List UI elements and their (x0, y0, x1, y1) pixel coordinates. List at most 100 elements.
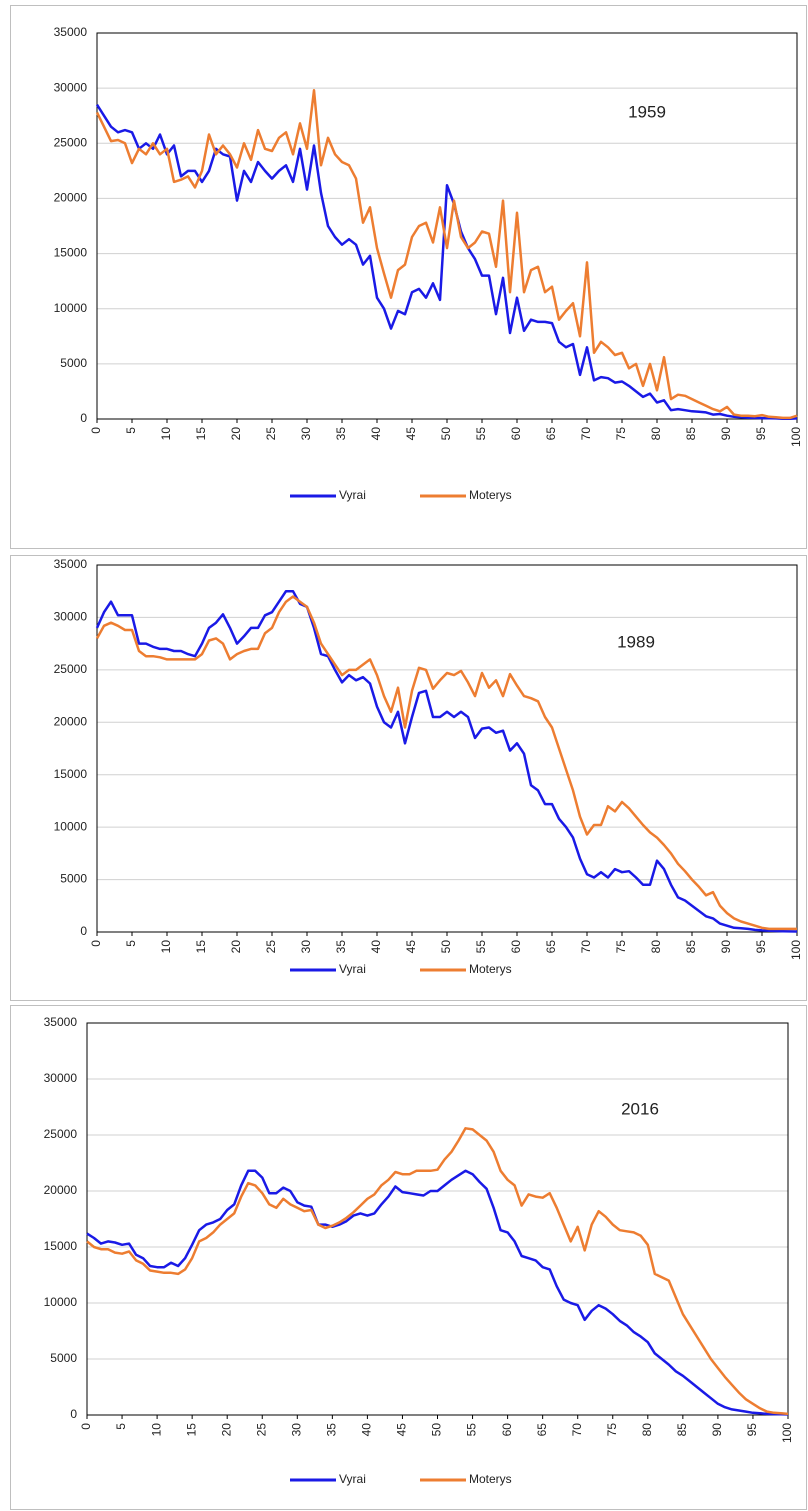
plot-area (96, 32, 798, 420)
x-tick-label: 75 (614, 940, 628, 954)
chart-frame (10, 5, 807, 549)
x-tick-label: 90 (710, 1423, 724, 1437)
legend-label: Vyrai (339, 1472, 366, 1486)
x-tick-label: 80 (649, 427, 663, 441)
x-tick-label: 75 (614, 427, 628, 441)
annotation: 1959 (628, 102, 666, 121)
legend-label: Moterys (469, 1472, 512, 1486)
x-tick-label: 70 (579, 940, 593, 954)
y-tick-label: 35000 (54, 25, 88, 39)
x-tick-label: 20 (229, 427, 243, 441)
x-tick-label: 75 (605, 1423, 619, 1437)
x-tick-label: 100 (789, 427, 803, 447)
x-tick-label: 10 (149, 1423, 163, 1437)
y-tick-label: 35000 (54, 557, 88, 571)
x-tick-label: 70 (570, 1423, 584, 1437)
x-tick-label: 85 (684, 427, 698, 441)
x-tick-label: 50 (439, 940, 453, 954)
x-tick-label: 10 (159, 940, 173, 954)
x-tick-label: 60 (500, 1423, 514, 1437)
legend-label: Moterys (469, 488, 512, 502)
x-tick-label: 30 (299, 940, 313, 954)
x-tick-label: 35 (334, 940, 348, 954)
x-tick-label: 100 (780, 1423, 794, 1443)
x-tick-label: 60 (509, 427, 523, 441)
plot-area (86, 1022, 789, 1416)
x-tick-label: 20 (219, 1423, 233, 1437)
x-tick-label: 20 (229, 940, 243, 954)
x-tick-label: 45 (395, 1423, 409, 1437)
x-tick-label: 10 (159, 427, 173, 441)
y-tick-label: 0 (80, 411, 87, 425)
x-tick-label: 55 (465, 1423, 479, 1437)
x-tick-label: 95 (745, 1423, 759, 1437)
x-tick-label: 50 (439, 427, 453, 441)
x-tick-label: 50 (430, 1423, 444, 1437)
x-tick-label: 55 (474, 427, 488, 441)
x-tick-label: 5 (114, 1423, 128, 1430)
x-tick-label: 90 (719, 940, 733, 954)
legend-label: Vyrai (339, 488, 366, 502)
x-tick-label: 65 (535, 1423, 549, 1437)
y-tick-label: 10000 (54, 819, 88, 833)
x-tick-label: 15 (194, 940, 208, 954)
x-tick-label: 40 (369, 427, 383, 441)
y-tick-label: 30000 (54, 80, 88, 94)
x-tick-label: 60 (509, 940, 523, 954)
x-tick-label: 80 (640, 1423, 654, 1437)
legend-label: Moterys (469, 962, 512, 976)
y-tick-label: 20000 (44, 1183, 78, 1197)
y-tick-label: 25000 (54, 662, 88, 676)
y-tick-label: 5000 (60, 872, 87, 886)
data-line (86, 1169, 789, 1416)
x-tick-label: 35 (334, 427, 348, 441)
x-tick-label: 45 (404, 427, 418, 441)
y-tick-label: 5000 (60, 356, 87, 370)
x-tick-label: 30 (289, 1423, 303, 1437)
x-tick-label: 0 (79, 1423, 93, 1430)
y-tick-label: 15000 (54, 246, 88, 260)
y-tick-label: 10000 (44, 1295, 78, 1309)
x-tick-label: 0 (89, 427, 103, 434)
legend-label: Vyrai (339, 962, 366, 976)
data-line (95, 104, 798, 421)
chart: 0 5000 10000 15000 20000 25000 30000 35000 0 5 10 1… (10, 5, 807, 549)
x-tick-label: 95 (754, 427, 768, 441)
x-tick-label: 0 (89, 940, 103, 947)
x-tick-label: 45 (404, 940, 418, 954)
x-tick-label: 25 (264, 940, 278, 954)
x-tick-label: 80 (649, 940, 663, 954)
x-tick-label: 85 (684, 940, 698, 954)
y-tick-label: 15000 (44, 1239, 78, 1253)
x-tick-label: 65 (544, 940, 558, 954)
y-tick-label: 0 (70, 1407, 77, 1421)
x-tick-label: 70 (579, 427, 593, 441)
x-tick-label: 5 (124, 427, 138, 434)
chart-frame (10, 555, 807, 1001)
x-tick-label: 30 (299, 427, 313, 441)
data-line (95, 89, 798, 420)
annotation: 1989 (617, 632, 655, 651)
y-tick-label: 30000 (44, 1071, 78, 1085)
x-tick-label: 100 (789, 940, 803, 960)
x-tick-label: 90 (719, 427, 733, 441)
x-tick-label: 25 (264, 427, 278, 441)
x-tick-label: 55 (474, 940, 488, 954)
x-tick-label: 40 (369, 940, 383, 954)
y-tick-label: 20000 (54, 191, 88, 205)
y-tick-label: 15000 (54, 767, 88, 781)
x-tick-label: 15 (194, 427, 208, 441)
x-tick-label: 5 (124, 940, 138, 947)
y-tick-label: 20000 (54, 714, 88, 728)
chart: 0 5000 10000 15000 20000 25000 30000 35000 0 5 10 1… (10, 555, 807, 1001)
plot-area (96, 564, 798, 933)
x-tick-label: 65 (544, 427, 558, 441)
y-tick-label: 10000 (54, 301, 88, 315)
data-line (86, 1127, 789, 1416)
y-tick-label: 25000 (54, 135, 88, 149)
annotation: 2016 (621, 1099, 659, 1118)
x-tick-label: 25 (254, 1423, 268, 1437)
x-tick-label: 40 (360, 1423, 374, 1437)
